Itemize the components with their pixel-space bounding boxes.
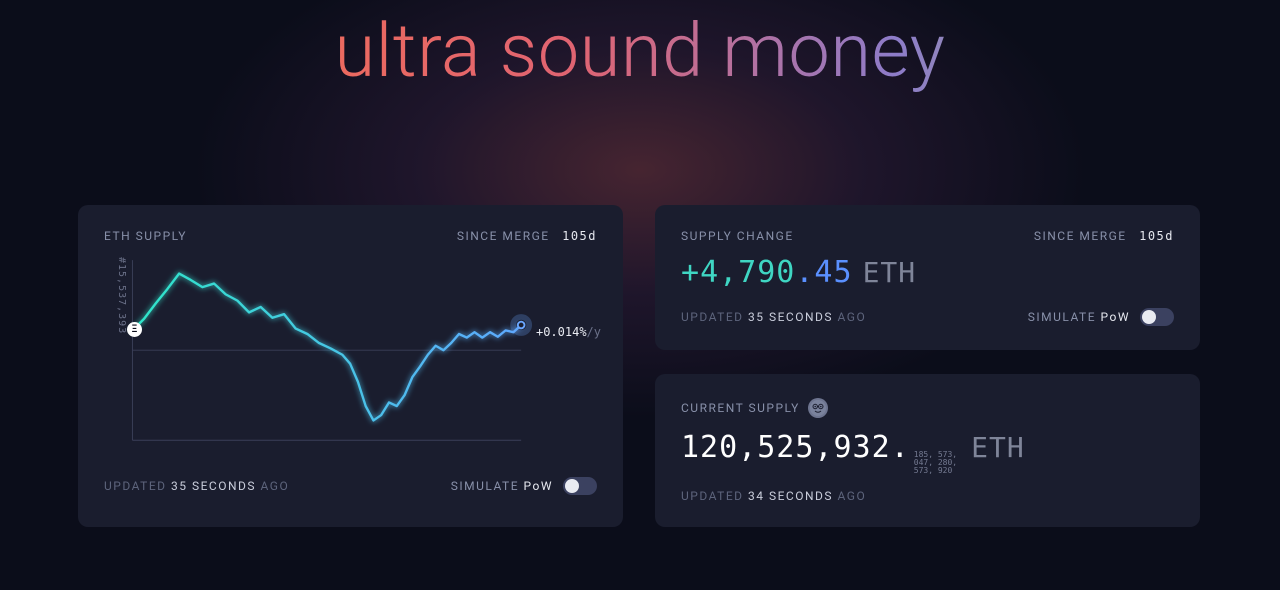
supply-change-updated-seconds: 35 SECONDS [748, 310, 833, 324]
toggle-knob-icon [565, 479, 579, 493]
current-supply-updated-seconds: 34 SECONDS [748, 489, 833, 503]
current-supply-unit: ETH [971, 431, 1025, 464]
cards-grid: ETH SUPPLY SINCE MERGE 105d #15,537,393 … [0, 95, 1280, 527]
current-supply-card: CURRENT SUPPLY 120,525,932. 185, 573, 04… [655, 374, 1200, 527]
chart-origin-marker-icon: Ξ [127, 322, 142, 337]
current-supply-dot: . [891, 430, 910, 465]
supply-change-frac: .45 [795, 255, 852, 290]
eth-supply-title: ETH SUPPLY [104, 229, 187, 243]
since-merge-label: SINCE MERGE [457, 229, 550, 243]
precision-line: 573, 920 [914, 467, 957, 475]
supply-change-value: +4,790.45 ETH [681, 255, 1174, 290]
supply-change-footer: UPDATED 35 SECONDS AGO SIMULATE PoW [681, 308, 1174, 326]
current-supply-footer: UPDATED 34 SECONDS AGO [681, 489, 1174, 503]
current-supply-header: CURRENT SUPPLY [681, 398, 1174, 418]
supply-change-header: SUPPLY CHANGE SINCE MERGE 105d [681, 229, 1174, 243]
chart-y-axis-block-label: #15,537,393 [116, 257, 127, 334]
simulate-pow-label: SIMULATE PoW [1028, 310, 1130, 324]
chart-rate-label: +0.014%/y [536, 325, 601, 339]
eth-supply-since: SINCE MERGE 105d [457, 229, 597, 243]
current-supply-value: 120,525,932. 185, 573, 047, 280, 573, 92… [681, 430, 1174, 475]
simulate-label: SIMULATE [451, 479, 519, 493]
toggle-knob-icon [1142, 310, 1156, 324]
current-supply-precision: 185, 573, 047, 280, 573, 920 [914, 451, 957, 475]
eth-supply-days: 105d [562, 229, 597, 243]
supply-change-simulate-toggle[interactable] [1140, 308, 1174, 326]
chart-rate-value: +0.014% [536, 325, 587, 339]
ago-label: AGO [261, 479, 290, 493]
supply-line-chart-svg [104, 249, 597, 459]
supply-change-unit: ETH [863, 256, 917, 289]
supply-change-sign: + [681, 255, 700, 290]
eth-supply-updated-seconds: 35 SECONDS [171, 479, 256, 493]
supply-change-days: 105d [1139, 229, 1174, 243]
supply-change-title: SUPPLY CHANGE [681, 229, 794, 243]
updated-label: UPDATED [681, 489, 744, 503]
supply-change-int: 4,790 [700, 255, 795, 290]
chart-rate-per: /y [587, 325, 601, 339]
eth-supply-updated: UPDATED 35 SECONDS AGO [104, 479, 289, 493]
eth-supply-chart: #15,537,393 +0.014%/y Ξ [104, 249, 597, 459]
eth-supply-simulate: SIMULATE PoW [451, 477, 597, 495]
current-supply-title: CURRENT SUPPLY [681, 398, 828, 418]
ago-label: AGO [838, 310, 867, 324]
eth-supply-footer: UPDATED 35 SECONDS AGO SIMULATE PoW [104, 477, 597, 495]
since-merge-label: SINCE MERGE [1034, 229, 1127, 243]
current-supply-int: 120,525,932 [681, 430, 891, 465]
eth-supply-header: ETH SUPPLY SINCE MERGE 105d [104, 229, 597, 243]
current-supply-title-text: CURRENT SUPPLY [681, 401, 800, 415]
eth-supply-card: ETH SUPPLY SINCE MERGE 105d #15,537,393 … [78, 205, 623, 527]
simulate-pow-label: SIMULATE PoW [451, 479, 553, 493]
supply-change-card: SUPPLY CHANGE SINCE MERGE 105d +4,790.45… [655, 205, 1200, 350]
supply-change-updated: UPDATED 35 SECONDS AGO [681, 310, 866, 324]
page-title: ultra sound money [0, 0, 1280, 95]
pow-label: PoW [1101, 310, 1130, 324]
eth-supply-simulate-toggle[interactable] [563, 477, 597, 495]
current-supply-updated: UPDATED 34 SECONDS AGO [681, 489, 866, 503]
updated-label: UPDATED [681, 310, 744, 324]
pow-label: PoW [524, 479, 553, 493]
supply-change-simulate: SIMULATE PoW [1028, 308, 1174, 326]
supply-change-since: SINCE MERGE 105d [1034, 229, 1174, 243]
ago-label: AGO [838, 489, 867, 503]
simulate-label: SIMULATE [1028, 310, 1096, 324]
updated-label: UPDATED [104, 479, 167, 493]
nerd-face-icon [808, 398, 828, 418]
